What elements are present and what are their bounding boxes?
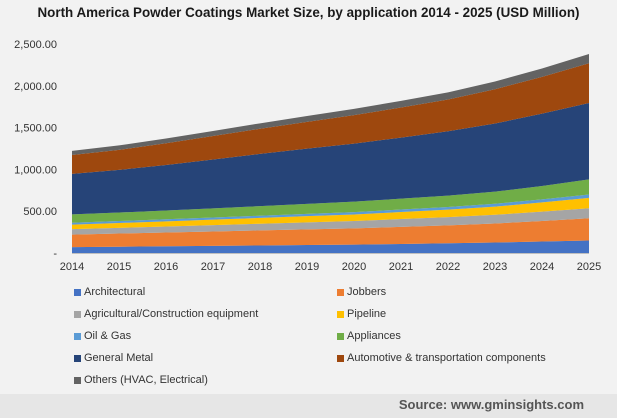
legend-item: Oil & Gas	[74, 325, 337, 347]
x-tick-label: 2025	[577, 261, 601, 273]
axes: - 500.00 1,000.00 1,500.00 2,000.00 2,500.00 2…	[14, 39, 601, 273]
legend-swatch	[74, 332, 81, 340]
legend-swatch	[337, 354, 344, 362]
area-oil-gas	[72, 194, 589, 225]
x-tick-label: 2015	[107, 261, 131, 273]
x-tick-label: 2014	[60, 261, 84, 273]
x-tick-label: 2024	[530, 261, 554, 273]
legend-label: Appliances	[347, 330, 401, 342]
legend-label: Oil & Gas	[84, 330, 132, 342]
legend-item: Architectural	[74, 281, 337, 303]
legend-item: Appliances	[337, 325, 594, 347]
legend-label: Pipeline	[347, 308, 387, 320]
y-tick-label: 1,500.00	[14, 123, 57, 135]
legend-label: General Metal	[84, 352, 154, 364]
source-bar: Source: www.gminsights.com	[0, 394, 617, 418]
x-tick-label: 2019	[295, 261, 319, 273]
area-pipeline	[72, 197, 589, 230]
x-tick-label: 2023	[483, 261, 507, 273]
legend-item: Agricultural/Construction equipment	[74, 303, 337, 325]
legend-label: Automotive & transportation components	[347, 352, 546, 364]
chart-title: North America Powder Coatings Market Siz…	[37, 5, 580, 20]
legend-swatch	[74, 288, 81, 296]
source-text: Source: www.gminsights.com	[398, 397, 584, 412]
x-tick-label: 2021	[389, 261, 413, 273]
y-tick-label: 500.00	[23, 206, 57, 218]
area-architectural	[72, 240, 589, 253]
x-tick-label: 2020	[342, 261, 366, 273]
legend-item: Automotive & transportation components	[337, 347, 594, 369]
y-tick-label: 2,500.00	[14, 39, 57, 51]
legend-label: Architectural	[84, 286, 146, 298]
legend: Architectural Jobbers Agricultural/Constru…	[74, 281, 594, 391]
legend-label: Others (HVAC, Electrical)	[84, 374, 208, 386]
area-appliances	[72, 179, 589, 223]
legend-item: Others (HVAC, Electrical)	[74, 369, 337, 391]
x-tick-label: 2018	[248, 261, 272, 273]
area-jobbers	[72, 218, 589, 248]
area-others-hvac-electrical	[72, 54, 589, 156]
legend-swatch	[337, 310, 344, 318]
area-agricultural-construction-equipment	[72, 208, 589, 235]
legend-swatch	[337, 332, 344, 340]
area-general-metal	[72, 102, 589, 215]
legend-label: Agricultural/Construction equipment	[84, 308, 259, 320]
legend-swatch	[74, 354, 81, 362]
y-tick-label: 1,000.00	[14, 164, 57, 176]
legend-swatch	[337, 288, 344, 296]
area-chart: - 500.00 1,000.00 1,500.00 2,000.00 2,500.00 2…	[14, 39, 601, 273]
x-tick-label: 2016	[154, 261, 178, 273]
y-tick-label: 2,000.00	[14, 81, 57, 93]
legend-label: Jobbers	[347, 286, 387, 298]
legend-swatch	[74, 376, 81, 384]
y-tick-label: -	[53, 248, 57, 260]
legend-item: Jobbers	[337, 281, 594, 303]
legend-item: Pipeline	[337, 303, 594, 325]
x-tick-label: 2017	[201, 261, 225, 273]
legend-item: General Metal	[74, 347, 337, 369]
legend-swatch	[74, 310, 81, 318]
x-tick-label: 2022	[436, 261, 460, 273]
area-series-group	[72, 54, 589, 253]
